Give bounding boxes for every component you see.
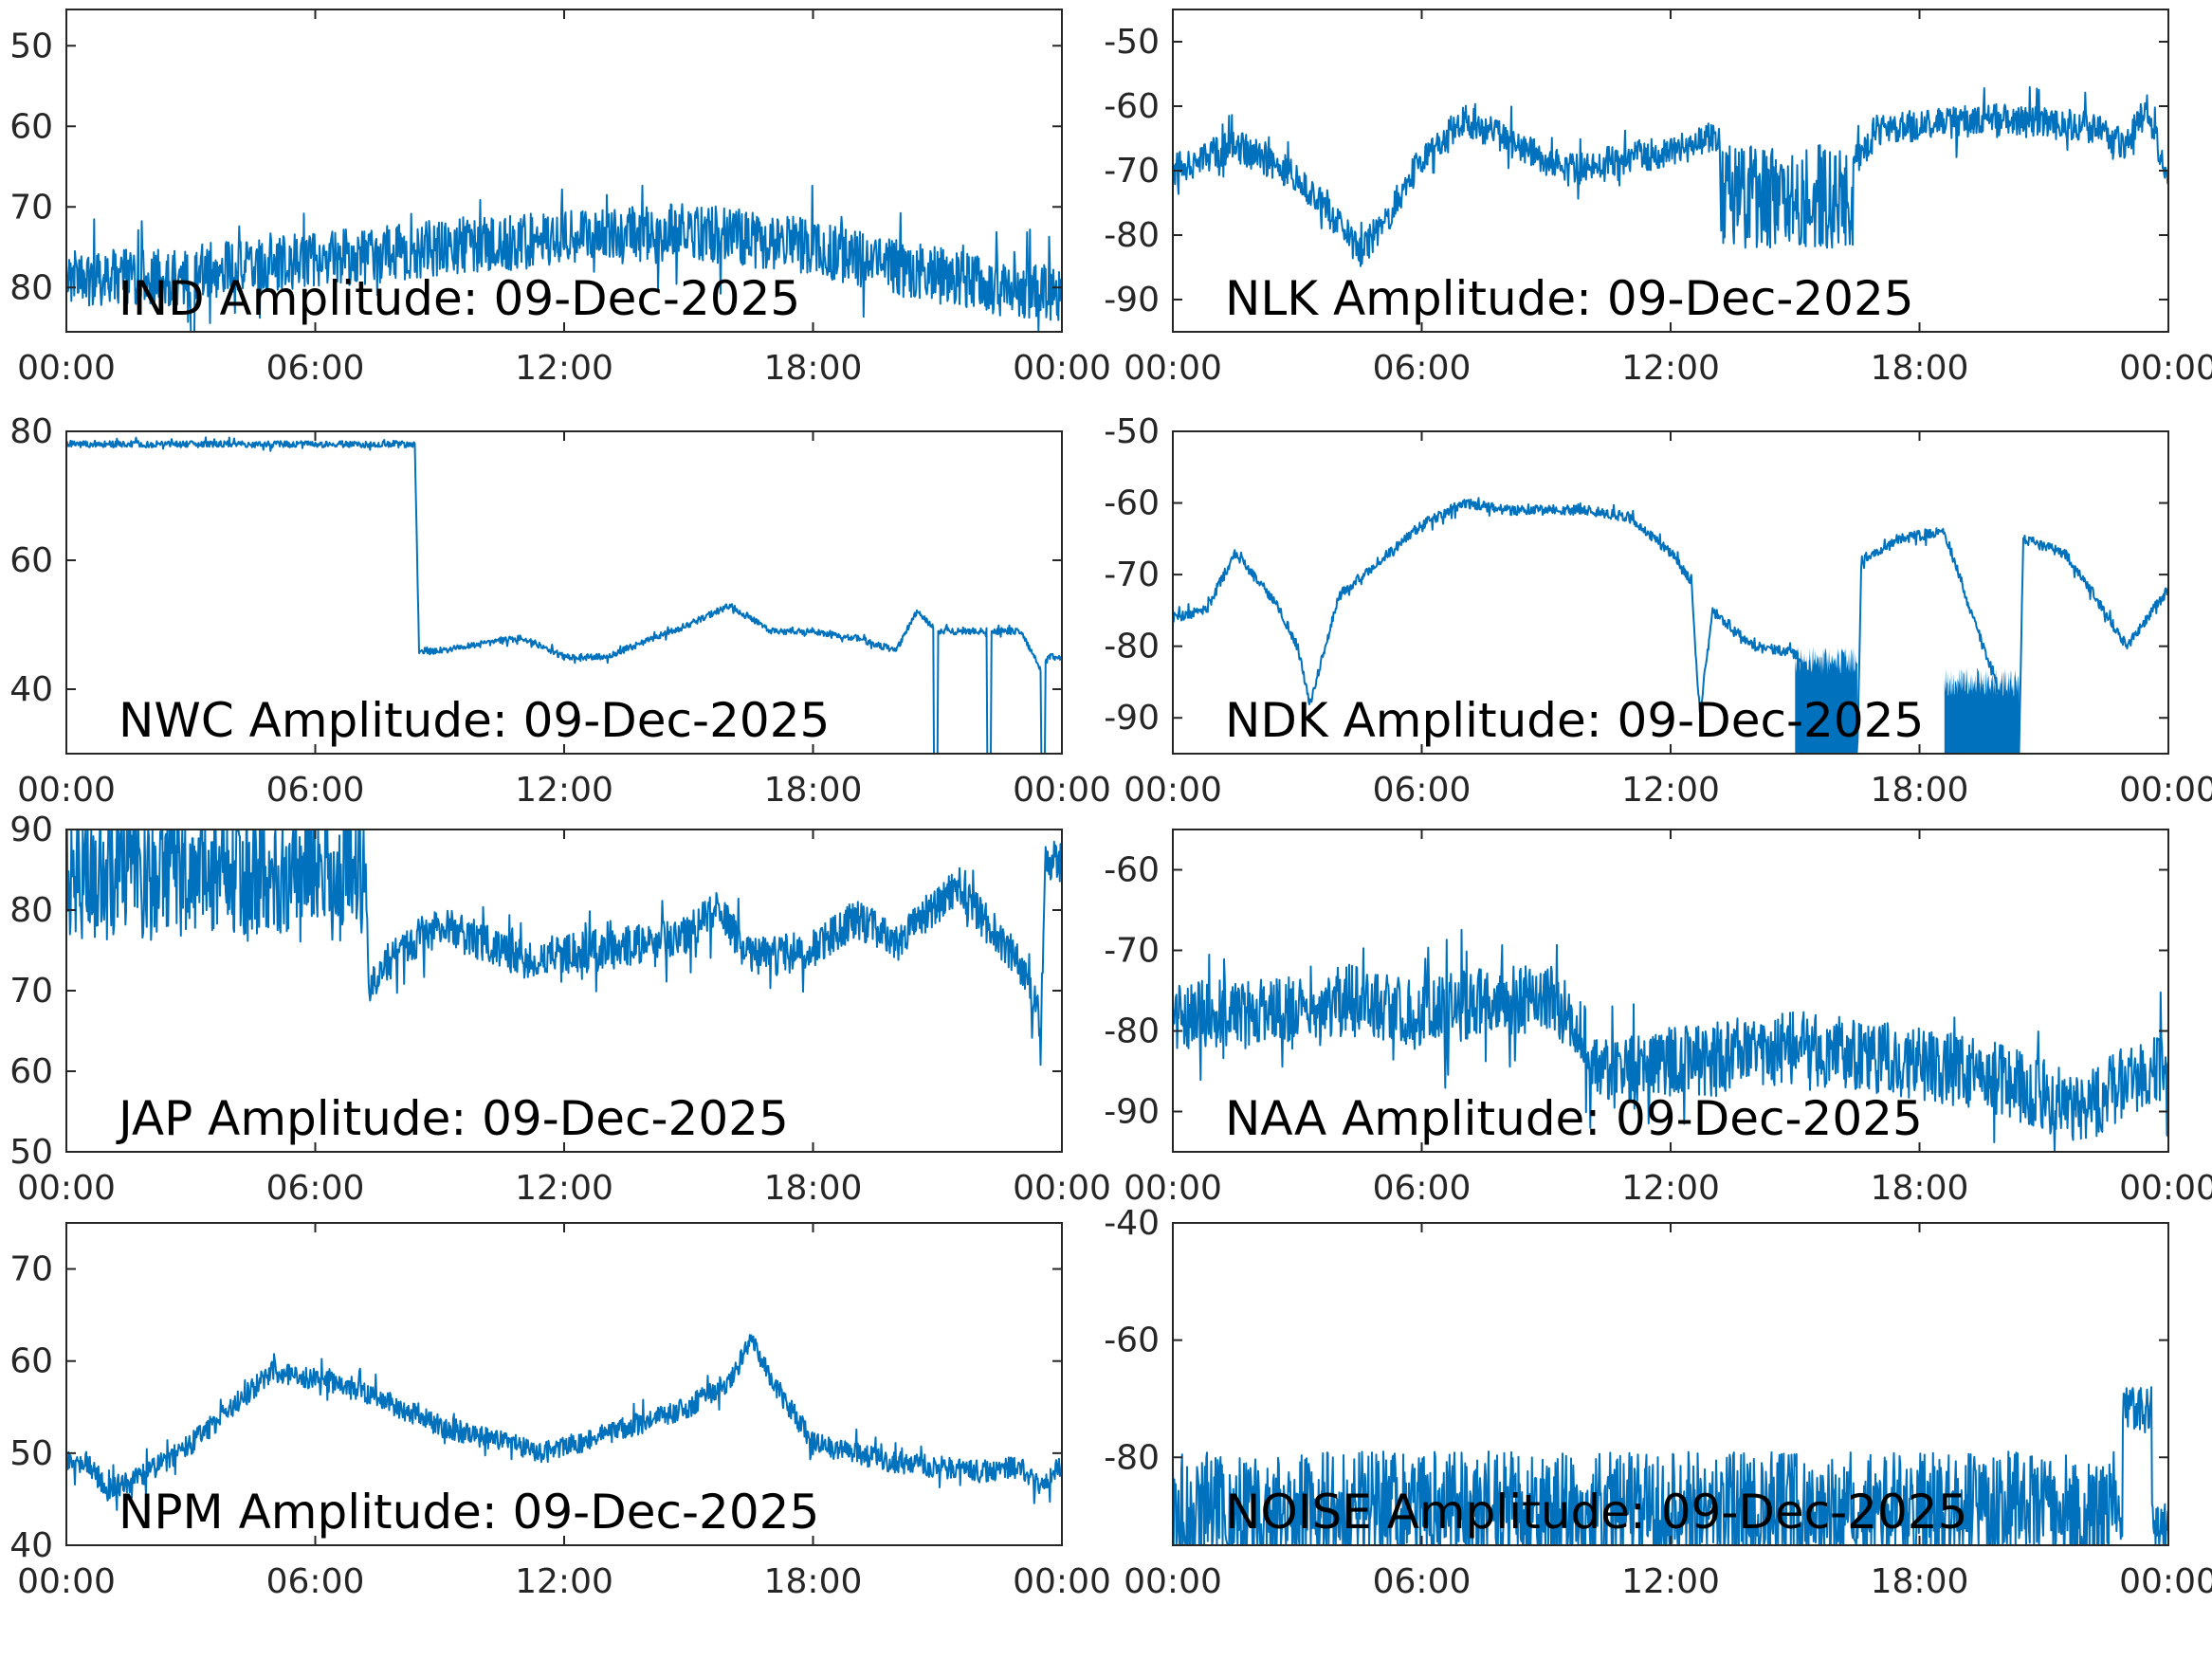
naa-y-tick-label: -90 [1104,1093,1160,1132]
ndk-y-tick-label: -70 [1104,556,1160,594]
noise-y-tick-label: -40 [1104,1204,1160,1243]
noise-x-tick-label: 06:00 [1373,1562,1472,1601]
npm-y-tick-label: 40 [9,1526,53,1565]
noise-x-tick-label: 18:00 [1871,1562,1969,1601]
ndk-panel-title: NDK Amplitude: 09-Dec-2025 [1225,693,1924,748]
nlk-series-line [1173,85,2168,267]
ndk-series-block [1944,667,2020,754]
nlk-x-tick-label: 00:00 [1124,349,1222,388]
jap-x-tick-label: 00:00 [17,1169,116,1208]
nwc-x-tick-label: 06:00 [266,771,365,810]
naa-x-tick-label: 06:00 [1373,1169,1472,1208]
nlk-y-tick-label: -70 [1104,152,1160,191]
noise-y-tick-label: -60 [1104,1322,1160,1360]
ind-x-tick-label: 00:00 [17,349,116,388]
npm-y-tick-label: 60 [9,1342,53,1381]
ndk-x-tick-label: 12:00 [1621,771,1720,810]
panel-naa: 00:00 06:00 12:00 18:00 00:00 -60 -70 -80 -90 NAA… [1104,829,2212,1208]
naa-x-tick-label: 00:00 [2119,1169,2212,1208]
nwc-x-tick-label: 12:00 [515,771,613,810]
noise-x-tick-label: 00:00 [2119,1562,2212,1601]
nlk-x-tick-label: 18:00 [1871,349,1969,388]
ndk-y-tick-label: -80 [1104,628,1160,666]
ind-y-tick-label: 80 [9,268,53,307]
jap-x-tick-label: 06:00 [266,1169,365,1208]
ndk-y-tick-label: -50 [1104,412,1160,451]
panel-ind: 00:00 06:00 12:00 18:00 00:00 50 60 70 80 IND Amp… [9,9,1111,388]
jap-x-tick-label: 00:00 [1013,1169,1111,1208]
naa-series-line [1173,928,2168,1152]
panel-ndk: 00:00 06:00 12:00 18:00 00:00 -50 -60 -70 -80 -90… [1104,412,2212,810]
nlk-panel-title: NLK Amplitude: 09-Dec-2025 [1225,271,1914,326]
npm-x-tick-label: 00:00 [17,1562,116,1601]
jap-y-tick-label: 50 [9,1133,53,1172]
ind-x-tick-label: 06:00 [266,349,365,388]
nwc-y-tick-label: 60 [9,541,53,580]
jap-y-tick-label: 80 [9,891,53,930]
npm-panel-title: NPM Amplitude: 09-Dec-2025 [119,1485,819,1540]
ind-x-tick-label: 00:00 [1013,349,1111,388]
ind-x-tick-label: 18:00 [764,349,863,388]
npm-x-tick-label: 00:00 [1013,1562,1111,1601]
nwc-x-tick-label: 00:00 [1013,771,1111,810]
ndk-x-tick-label: 06:00 [1373,771,1472,810]
naa-x-tick-label: 00:00 [1124,1169,1222,1208]
jap-y-tick-label: 70 [9,972,53,1011]
naa-panel-title: NAA Amplitude: 09-Dec-2025 [1225,1091,1923,1146]
naa-y-tick-label: -70 [1104,932,1160,971]
nwc-y-tick-label: 80 [9,412,53,451]
nwc-y-tick-label: 40 [9,670,53,709]
nlk-y-tick-label: -50 [1104,23,1160,62]
naa-x-tick-label: 12:00 [1621,1169,1720,1208]
ndk-y-tick-label: -60 [1104,484,1160,523]
panel-nlk: 00:00 06:00 12:00 18:00 00:00 -50 -60 -70 -80 -90… [1104,9,2212,388]
ndk-x-tick-label: 00:00 [2119,771,2212,810]
ndk-x-tick-label: 18:00 [1871,771,1969,810]
jap-x-tick-label: 12:00 [515,1169,613,1208]
nwc-panel-title: NWC Amplitude: 09-Dec-2025 [119,693,830,748]
jap-y-tick-label: 60 [9,1052,53,1091]
ind-series-line [66,184,1062,332]
noise-x-tick-label: 12:00 [1621,1562,1720,1601]
jap-series-line [66,830,1062,1066]
naa-y-tick-label: -80 [1104,1012,1160,1051]
npm-series-line [66,1334,1062,1511]
nwc-x-tick-label: 00:00 [17,771,116,810]
jap-x-tick-label: 18:00 [764,1169,863,1208]
panel-noise: 00:00 06:00 12:00 18:00 00:00 -40 -60 -80 NOISE … [1104,1204,2212,1601]
naa-y-tick-label: -60 [1104,851,1160,890]
panel-nwc: 00:00 06:00 12:00 18:00 00:00 40 60 80 NWC Ampli… [9,412,1111,810]
nwc-x-tick-label: 18:00 [764,771,863,810]
jap-y-tick-label: 90 [9,811,53,849]
ind-y-tick-label: 70 [9,188,53,227]
npm-y-tick-label: 70 [9,1250,53,1289]
npm-x-tick-label: 06:00 [266,1562,365,1601]
ndk-x-tick-label: 00:00 [1124,771,1222,810]
npm-y-tick-label: 50 [9,1434,53,1473]
nlk-y-tick-label: -90 [1104,281,1160,319]
ndk-series-block [1795,646,1857,754]
npm-x-tick-label: 12:00 [515,1562,613,1601]
noise-y-tick-label: -80 [1104,1438,1160,1477]
nlk-y-tick-label: -60 [1104,87,1160,126]
nwc-series-line [66,436,1062,754]
ind-x-tick-label: 12:00 [515,349,613,388]
jap-panel-title: JAP Amplitude: 09-Dec-2025 [116,1091,789,1146]
nlk-y-tick-label: -80 [1104,216,1160,255]
noise-x-tick-label: 00:00 [1124,1562,1222,1601]
ind-panel-title: IND Amplitude: 09-Dec-2025 [119,271,800,326]
ind-y-tick-label: 50 [9,27,53,65]
noise-panel-title: NOISE Amplitude: 09-Dec-2025 [1225,1485,1967,1540]
ndk-y-tick-label: -90 [1104,699,1160,738]
naa-x-tick-label: 18:00 [1871,1169,1969,1208]
ind-y-tick-label: 60 [9,107,53,146]
nlk-x-tick-label: 06:00 [1373,349,1472,388]
npm-x-tick-label: 18:00 [764,1562,863,1601]
nlk-x-tick-label: 12:00 [1621,349,1720,388]
nlk-x-tick-label: 00:00 [2119,349,2212,388]
